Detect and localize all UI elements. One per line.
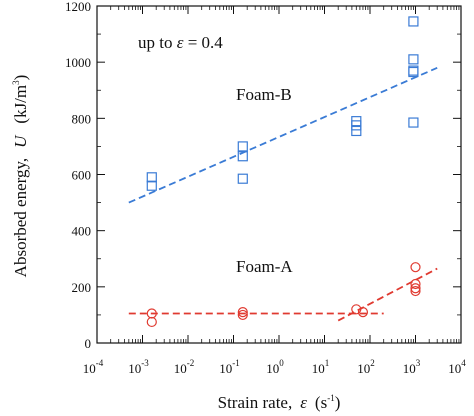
y-axis-title-main: Absorbed energy,: [11, 158, 30, 277]
x-tick-label: 10-1: [219, 358, 240, 376]
x-tick-label: 103: [403, 358, 421, 376]
y-axis-title-unit-end: ): [11, 75, 30, 81]
y-tick-label: 200: [72, 280, 92, 295]
y-axis-title: Absorbed energy, U (kJ/m3): [11, 75, 30, 278]
y-tick-label: 1000: [65, 55, 91, 70]
point-foam-a: [410, 278, 421, 290]
point-foam-a: [237, 307, 248, 318]
point-foam-b: [408, 16, 419, 27]
point-foam-b: [237, 173, 248, 184]
point-foam-a: [357, 307, 369, 318]
ticks: [96, 5, 462, 344]
x-tick-base: 10: [312, 361, 325, 376]
x-tick-label: 104: [448, 358, 466, 376]
x-tick-exponent: -1: [232, 358, 240, 368]
x-tick-label: 10-2: [174, 358, 195, 376]
x-tick-base: 10: [448, 361, 461, 376]
point-foam-b: [146, 172, 157, 183]
y-tick-label: 1200: [65, 0, 91, 14]
x-tick-exponent: 3: [416, 358, 421, 368]
fit-line-foam-a: [337, 267, 438, 322]
x-tick-base: 10: [128, 361, 141, 376]
x-tick-label: 100: [266, 358, 284, 376]
x-tick-label: 101: [312, 358, 330, 376]
plot-frame: [96, 5, 462, 344]
fit-line-foam-b: [128, 66, 438, 204]
y-axis-title-unit: (kJ/m: [11, 85, 30, 124]
x-tick-exponent: -3: [141, 358, 149, 368]
x-tick-exponent: -2: [187, 358, 195, 368]
x-tick-exponent: 2: [370, 358, 375, 368]
fit-lines: [128, 66, 438, 322]
series-label-foam-b: Foam-B: [236, 85, 292, 104]
series-label-foam-a: Foam-A: [236, 257, 293, 276]
x-tick-exponent: -4: [96, 358, 104, 368]
annotation-prefix: up to: [138, 33, 177, 52]
point-foam-a: [237, 309, 248, 321]
point-foam-b: [146, 180, 157, 191]
x-tick-exponent: 0: [279, 358, 284, 368]
point-foam-b: [237, 151, 248, 162]
point-foam-a: [410, 285, 421, 297]
x-tick-label: 10-3: [128, 358, 149, 376]
x-axis-title: Strain rate, ε (s-1): [218, 393, 341, 412]
point-foam-b: [237, 141, 248, 152]
y-tick-label: 600: [72, 168, 92, 183]
x-axis-title-symbol: ε: [300, 393, 307, 412]
point-foam-b: [408, 54, 419, 65]
point-foam-b: [351, 125, 362, 137]
x-tick-exponent: 4: [461, 358, 466, 368]
y-tick-label: 0: [85, 336, 92, 351]
point-foam-a: [146, 316, 157, 328]
point-foam-b: [408, 66, 419, 78]
strain-annotation: up to ε = 0.4: [138, 33, 223, 52]
point-foam-b: [408, 117, 419, 128]
annotation-symbol: ε: [177, 33, 184, 52]
point-foam-a: [410, 283, 421, 294]
x-tick-label: 102: [357, 358, 375, 376]
x-tick-base: 10: [357, 361, 370, 376]
y-axis-title-symbol: U: [11, 134, 30, 148]
y-tick-label: 400: [72, 224, 92, 239]
x-tick-label: 10-4: [83, 358, 104, 376]
x-tick-base: 10: [266, 361, 279, 376]
data-markers: [146, 16, 421, 328]
y-axis-title-unit-exp: 3: [11, 80, 21, 85]
point-foam-a: [410, 262, 421, 273]
point-foam-a: [351, 304, 362, 315]
x-axis-title-unit-end: ): [335, 393, 341, 412]
annotation-suffix: = 0.4: [183, 33, 223, 52]
x-axis-title-main: Strain rate,: [218, 393, 293, 412]
x-tick-base: 10: [403, 361, 416, 376]
x-tick-base: 10: [219, 361, 232, 376]
x-axis-title-unit-exp: -1: [327, 393, 335, 403]
x-axis-title-unit: (s: [315, 393, 327, 412]
x-tick-exponent: 1: [325, 358, 330, 368]
x-tick-base: 10: [83, 361, 96, 376]
x-tick-base: 10: [174, 361, 187, 376]
y-tick-label: 800: [72, 111, 92, 126]
point-foam-b: [351, 120, 362, 131]
tick-labels: 10-4 10-3 10-2 10-1 100 101 102 103 104020040060…: [65, 0, 466, 376]
